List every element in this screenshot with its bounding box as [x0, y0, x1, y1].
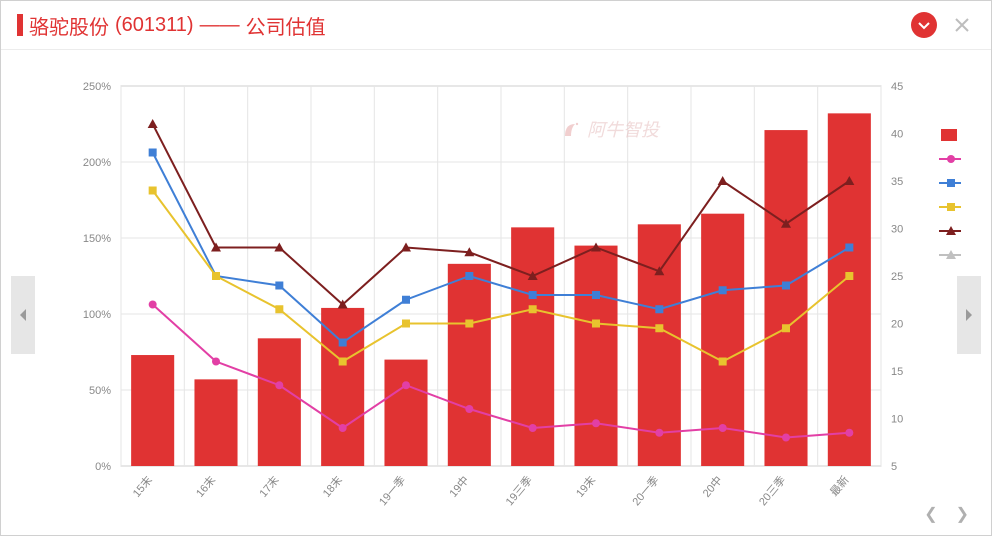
svg-text:250%: 250% [83, 81, 111, 93]
svg-text:15末: 15末 [129, 473, 155, 500]
svg-text:20一季: 20一季 [630, 474, 662, 509]
bar [448, 264, 491, 466]
legend-item[interactable] [939, 224, 967, 238]
svg-text:30: 30 [891, 224, 903, 236]
chart-svg: 0% 50% 100% 150% 200% 250% 5 10 15 20 25 30 35 40 45 15… [41, 56, 941, 526]
watermark-text: 阿牛智投 [587, 116, 659, 142]
svg-text:10: 10 [891, 414, 903, 426]
svg-text:40: 40 [891, 129, 903, 141]
pager: ❮ ❯ [924, 504, 969, 524]
stock-name: 骆驼股份 [29, 11, 109, 40]
svg-text:最新: 最新 [827, 473, 852, 499]
subtitle: 公司估值 [246, 11, 326, 40]
legend-item[interactable] [939, 152, 967, 166]
svg-text:20三季: 20三季 [756, 474, 788, 509]
svg-text:19三季: 19三季 [503, 474, 535, 509]
svg-text:19一季: 19一季 [376, 474, 408, 509]
svg-text:0%: 0% [95, 461, 111, 473]
svg-text:25: 25 [891, 271, 903, 283]
triangle-right-icon [964, 307, 974, 323]
legend-item[interactable] [939, 248, 967, 262]
svg-text:17末: 17末 [256, 473, 282, 500]
svg-text:16末: 16末 [193, 473, 219, 500]
svg-text:19末: 19末 [573, 473, 599, 500]
bar [384, 360, 427, 466]
legend-item[interactable] [939, 176, 967, 190]
title-bar: 骆驼股份 (601311) —— 公司估值 [17, 11, 326, 40]
legend-item[interactable] [939, 200, 967, 214]
bar [764, 130, 807, 466]
bar [194, 379, 237, 466]
chevron-down-icon [918, 19, 930, 31]
svg-text:19中: 19中 [447, 474, 472, 500]
title-separator: —— [200, 14, 240, 37]
close-icon [954, 17, 970, 33]
svg-text:5: 5 [891, 461, 897, 473]
watermark-icon [561, 118, 583, 140]
header: 骆驼股份 (601311) —— 公司估值 [1, 1, 991, 50]
pager-next[interactable]: ❯ [956, 504, 969, 524]
svg-text:50%: 50% [89, 385, 111, 397]
svg-text:45: 45 [891, 81, 903, 93]
svg-text:18末: 18末 [319, 473, 345, 500]
expand-button[interactable] [911, 12, 937, 38]
close-button[interactable] [949, 12, 975, 38]
legend-item[interactable] [939, 128, 967, 142]
title-accent [17, 14, 23, 36]
svg-text:150%: 150% [83, 233, 111, 245]
app-window: 骆驼股份 (601311) —— 公司估值 [0, 0, 992, 536]
bar [258, 338, 301, 466]
bar [131, 355, 174, 466]
watermark: 阿牛智投 [561, 116, 659, 142]
pager-prev[interactable]: ❮ [924, 504, 937, 524]
chart-area: 阿牛智投 0% 50% 100% 150% 200% 250% 5 10 15 20 25 30 35 4… [1, 56, 991, 536]
svg-text:35: 35 [891, 176, 903, 188]
prev-page-button[interactable] [11, 276, 35, 354]
triangle-left-icon [18, 307, 28, 323]
svg-text:100%: 100% [83, 309, 111, 321]
stock-code: (601311) [115, 14, 194, 37]
next-page-button[interactable] [957, 276, 981, 354]
svg-text:15: 15 [891, 366, 903, 378]
bar [574, 246, 617, 466]
svg-text:200%: 200% [83, 157, 111, 169]
svg-text:20中: 20中 [700, 474, 725, 500]
svg-text:20: 20 [891, 319, 903, 331]
legend [939, 128, 967, 272]
